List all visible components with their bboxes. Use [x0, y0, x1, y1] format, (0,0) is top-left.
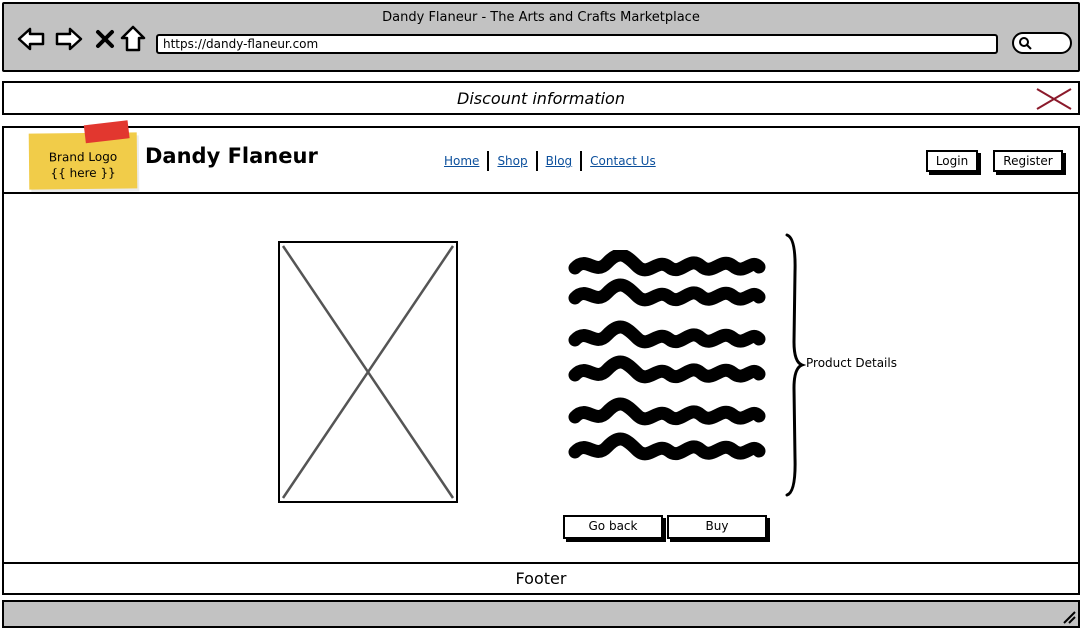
site-header: Brand Logo {{ here }} Dandy Flaneur Home… — [2, 120, 1080, 194]
window-title: Dandy Flaneur - The Arts and Crafts Mark… — [382, 10, 700, 25]
logo-placeholder-text: Brand Logo {{ here }} — [48, 149, 118, 181]
nav-blog[interactable]: Blog — [545, 154, 573, 168]
go-back-button[interactable]: Go back — [563, 515, 663, 539]
nav-home[interactable]: Home — [444, 154, 480, 168]
product-description-scribble — [565, 250, 770, 475]
browser-toolbar: Dandy Flaneur - The Arts and Crafts Mark… — [2, 2, 1080, 72]
footer-text: Footer — [515, 569, 567, 588]
search-icon — [1019, 37, 1032, 50]
nav-divider — [535, 151, 538, 171]
main-nav: Home Shop Blog Contact Us — [436, 151, 664, 171]
login-button[interactable]: Login — [926, 150, 978, 172]
home-icon[interactable] — [118, 24, 148, 54]
url-field[interactable]: https://dandy-flaneur.com — [156, 34, 998, 54]
nav-shop[interactable]: Shop — [497, 154, 528, 168]
forward-arrow-icon[interactable] — [54, 24, 84, 54]
brand-name: Dandy Flaneur — [145, 144, 318, 168]
product-details-label: Product Details — [806, 356, 897, 370]
curly-brace-icon — [782, 232, 806, 498]
close-icon[interactable] — [90, 24, 120, 54]
discount-text: Discount information — [457, 89, 625, 108]
nav-divider — [580, 151, 583, 171]
nav-divider — [487, 151, 490, 171]
register-button[interactable]: Register — [993, 150, 1063, 172]
site-footer: Footer — [2, 562, 1080, 595]
resize-grip-icon[interactable] — [1062, 610, 1076, 624]
status-bar — [2, 600, 1080, 628]
back-arrow-icon[interactable] — [16, 24, 46, 54]
search-input[interactable] — [1012, 32, 1072, 54]
image-placeholder-icon — [278, 241, 458, 503]
main-content — [2, 194, 1080, 562]
discount-banner: Discount information — [2, 81, 1080, 115]
tape-decoration — [83, 120, 130, 144]
brand-logo[interactable]: Brand Logo {{ here }} — [28, 120, 138, 190]
buy-button[interactable]: Buy — [667, 515, 767, 539]
nav-contact-us[interactable]: Contact Us — [590, 154, 656, 168]
banner-close-icon[interactable] — [1034, 86, 1074, 112]
